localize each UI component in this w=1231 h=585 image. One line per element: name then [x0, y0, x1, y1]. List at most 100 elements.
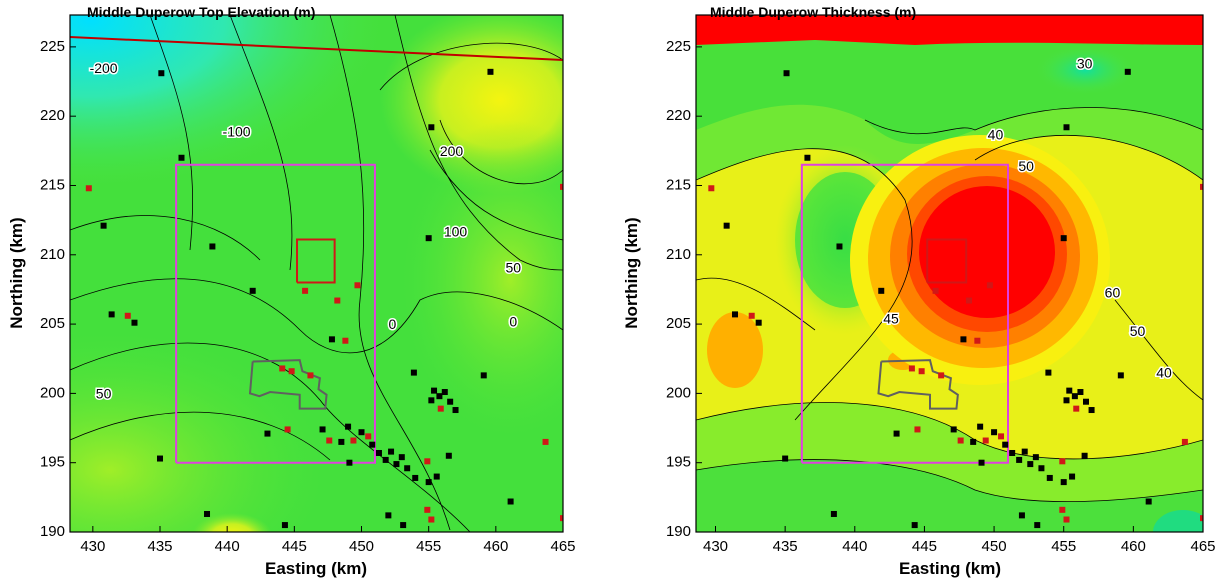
x-tick-label: 455	[416, 538, 441, 555]
well-point	[428, 516, 435, 523]
y-tick-label: 190	[666, 523, 691, 540]
well-point	[338, 438, 345, 445]
contour-label: 50	[96, 385, 112, 401]
y-tick-label: 225	[40, 38, 65, 55]
well-point	[404, 465, 411, 472]
well-point	[1063, 397, 1070, 404]
well-point	[1117, 372, 1124, 379]
well-point	[1027, 461, 1034, 468]
x-tick-label: 460	[483, 538, 508, 555]
contour-label: 0	[509, 313, 517, 329]
well-point	[354, 282, 361, 289]
y-tick-label: 195	[40, 454, 65, 471]
contour-fill	[70, 15, 563, 532]
well-point	[345, 423, 352, 430]
well-point	[950, 426, 957, 433]
well-point	[1073, 405, 1080, 412]
x-tick-label: 435	[147, 538, 172, 555]
well-point	[178, 154, 185, 161]
well-point	[1200, 183, 1203, 190]
y-tick-label: 210	[40, 246, 65, 263]
contour-label: 50	[506, 259, 522, 275]
well-point	[932, 287, 939, 294]
y-tick-label: 190	[40, 523, 65, 540]
well-point	[100, 222, 107, 229]
well-point	[960, 336, 967, 343]
well-point	[783, 70, 790, 77]
x-tick-label: 440	[215, 538, 240, 555]
contour-label: 50	[1018, 158, 1034, 174]
y-axis-label: Northing (km)	[7, 217, 26, 328]
well-point	[346, 459, 353, 466]
well-point	[264, 430, 271, 437]
well-point	[319, 426, 326, 433]
well-point	[957, 437, 964, 444]
plot-frame	[695, 14, 1204, 533]
well-point	[436, 393, 443, 400]
well-point	[158, 70, 165, 77]
contour-label: 40	[1156, 365, 1172, 381]
well-point	[342, 337, 349, 344]
outline	[877, 359, 959, 410]
well-point	[830, 510, 837, 517]
well-point	[1077, 389, 1084, 396]
well-point	[970, 438, 977, 445]
well-point	[782, 455, 789, 462]
outline	[800, 163, 1009, 464]
well-point	[1059, 506, 1066, 513]
well-point	[85, 185, 92, 192]
well-point	[393, 461, 400, 468]
well-point	[307, 372, 314, 379]
well-point	[986, 282, 993, 289]
well-point	[1200, 515, 1203, 522]
well-point	[1145, 498, 1152, 505]
well-point	[1181, 438, 1188, 445]
contour-label: -200	[90, 60, 118, 76]
well-point	[755, 319, 762, 326]
well-point	[1124, 68, 1131, 75]
well-point	[1018, 512, 1025, 519]
contour-label: 0	[388, 316, 396, 332]
well-point	[108, 311, 115, 318]
well-point	[375, 449, 382, 456]
well-point	[334, 297, 341, 304]
well-point	[966, 297, 972, 304]
well-point	[1038, 465, 1045, 472]
well-point	[1009, 449, 1016, 456]
contour-label: 60	[1105, 284, 1121, 300]
well-point	[878, 287, 885, 294]
well-point	[328, 336, 335, 343]
x-tick-label: 430	[80, 538, 105, 555]
well-point	[209, 243, 216, 250]
well-point	[487, 68, 494, 75]
well-point	[284, 426, 291, 433]
well-point	[1088, 407, 1095, 414]
chart-title: Middle Duperow Top Elevation (m)	[87, 4, 315, 20]
well-point	[400, 522, 407, 529]
well-point	[1060, 479, 1067, 486]
well-point	[982, 437, 989, 444]
well-point	[991, 429, 998, 436]
well-point	[723, 222, 730, 229]
well-point	[445, 452, 452, 459]
y-tick-label: 205	[40, 315, 65, 332]
well-point	[1071, 393, 1078, 400]
well-point	[732, 311, 738, 318]
well-point	[447, 398, 454, 405]
well-point	[974, 337, 981, 344]
well-point	[748, 312, 755, 319]
x-tick-label: 465	[550, 538, 575, 555]
well-point	[385, 512, 392, 519]
well-point	[433, 473, 440, 480]
well-point	[480, 372, 487, 379]
y-tick-label: 210	[666, 246, 691, 263]
contour-label: -100	[223, 124, 251, 140]
well-point	[918, 368, 925, 375]
well-point	[977, 423, 984, 430]
well-point	[412, 474, 419, 481]
well-point	[326, 437, 333, 444]
y-axis-label: Northing (km)	[622, 217, 641, 328]
plot-frame	[69, 14, 564, 533]
well-point	[914, 426, 921, 433]
x-tick-label: 450	[349, 538, 374, 555]
